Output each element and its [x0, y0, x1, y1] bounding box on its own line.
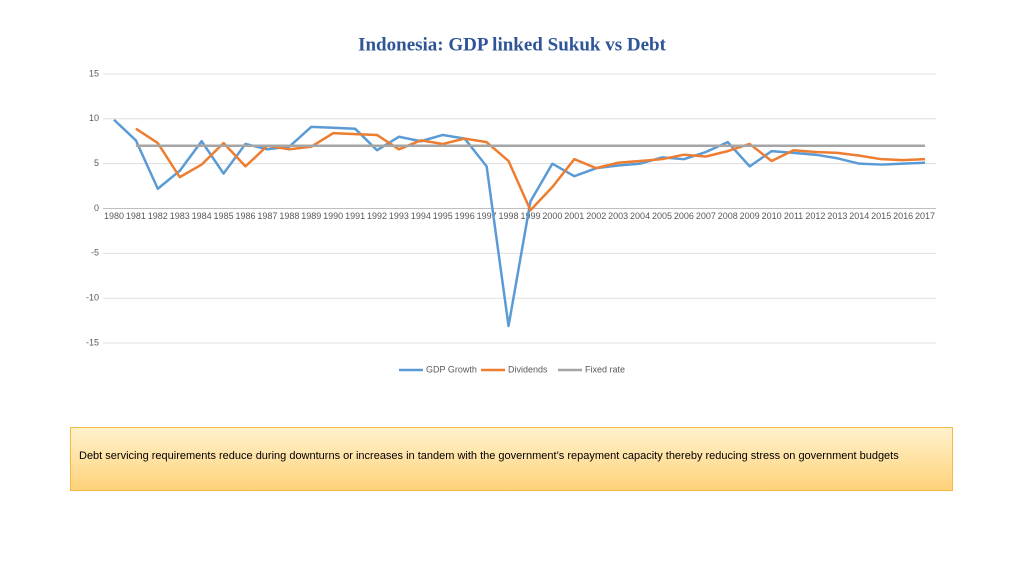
x-tick-label: 1995	[433, 211, 453, 221]
x-tick-label: 2006	[674, 211, 694, 221]
x-tick-label: 1980	[104, 211, 124, 221]
legend-label: GDP Growth	[426, 364, 477, 374]
line-series	[135, 127, 926, 212]
x-tick-label: 2017	[915, 211, 935, 221]
x-tick-label: 1993	[389, 211, 409, 221]
y-tick-label: 15	[89, 68, 99, 78]
x-tick-label: 1984	[192, 211, 212, 221]
x-tick-label: 2009	[740, 211, 760, 221]
x-tick-label: 1983	[170, 211, 190, 221]
x-tick-label: 1994	[411, 211, 431, 221]
x-tick-label: 2016	[893, 211, 913, 221]
y-tick-label: -5	[91, 248, 99, 258]
x-tick-label: 2012	[805, 211, 825, 221]
x-tick-label: 1999	[520, 211, 540, 221]
x-tick-label: 2007	[696, 211, 716, 221]
y-tick-label: -15	[86, 337, 99, 347]
x-tick-label: 2010	[762, 211, 782, 221]
x-tick-label: 2011	[784, 211, 803, 221]
x-tick-label: 2005	[652, 211, 672, 221]
callout: Debt servicing requirements reduce durin…	[70, 427, 953, 491]
x-tick-label: 2008	[718, 211, 738, 221]
y-tick-label: 0	[94, 203, 99, 213]
x-tick-label: 1987	[257, 211, 277, 221]
x-tick-label: 2002	[586, 211, 606, 221]
y-tick-label: -10	[86, 293, 99, 303]
x-tick-label: 2014	[849, 211, 869, 221]
chart-title: Indonesia: GDP linked Sukuk vs Debt	[358, 34, 666, 55]
x-tick-label: 1996	[455, 211, 475, 221]
x-tick-label: 2000	[542, 211, 562, 221]
x-tick-label: 2004	[630, 211, 650, 221]
x-tick-label: 1992	[367, 211, 387, 221]
x-tick-label: 2015	[871, 211, 891, 221]
x-tick-label: 1989	[301, 211, 321, 221]
x-tick-label: 2003	[608, 211, 628, 221]
x-tick-label: 1997	[477, 211, 497, 221]
y-tick-label: 10	[89, 113, 99, 123]
x-tick-label: 1985	[214, 211, 234, 221]
x-tick-label: 1981	[126, 211, 146, 221]
y-tick-label: 5	[94, 158, 99, 168]
x-tick-label: 2001	[564, 211, 584, 221]
x-tick-label: 1998	[499, 211, 519, 221]
x-tick-label: 1990	[323, 211, 343, 221]
x-tick-label: 1986	[235, 211, 255, 221]
x-tick-label: 2013	[827, 211, 847, 221]
x-tick-label: 1982	[148, 211, 168, 221]
legend-label: Dividends	[508, 364, 548, 374]
x-tick-label: 1991	[345, 211, 365, 221]
x-tick-label: 1988	[279, 211, 299, 221]
chart: Indonesia: GDP linked Sukuk vs Debt -15 -…	[86, 34, 936, 374]
legend-label: Fixed rate	[585, 364, 625, 374]
